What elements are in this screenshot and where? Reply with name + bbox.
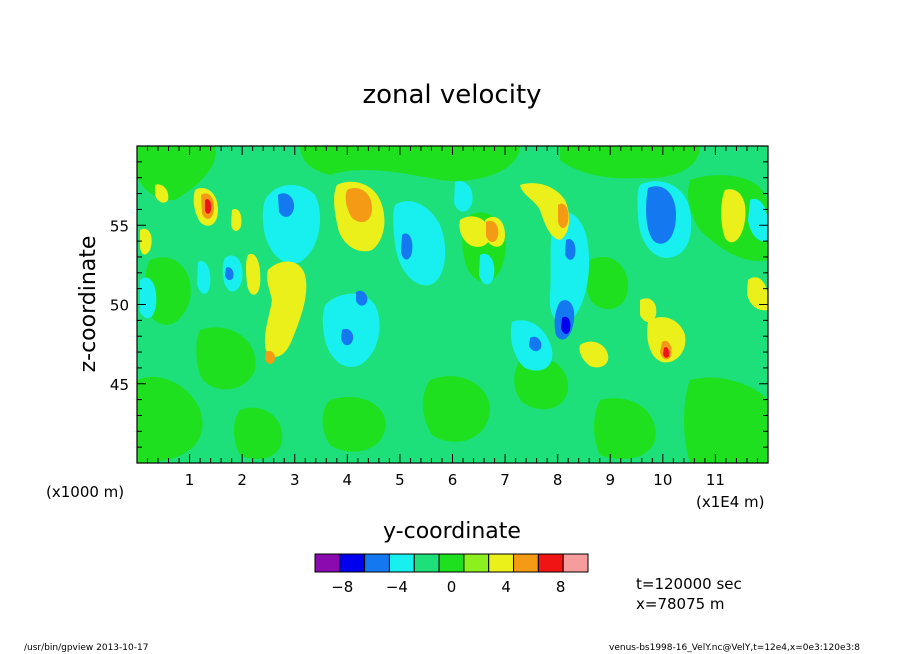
footer-left: /usr/bin/gpview 2013-10-17 [24, 643, 148, 653]
colorbar-swatch [364, 553, 390, 573]
y-tick-label: 50 [110, 297, 129, 315]
x-axis-label: y-coordinate [383, 519, 521, 544]
chart-title: zonal velocity [362, 80, 541, 110]
x-tick-label: 8 [553, 471, 563, 489]
y-tick-label: 55 [110, 217, 129, 235]
contour-field [137, 146, 768, 463]
colorbar-swatch [537, 553, 564, 573]
colorbar-tick-label: −4 [386, 578, 408, 596]
colorbar-tick-label: 4 [501, 578, 511, 596]
colorbar-tick-label: 8 [556, 578, 566, 596]
y-axis: 45 50 55 [110, 145, 768, 464]
y-scale-label: (x1000 m) [46, 483, 124, 501]
y-axis-label: z-coordinate [76, 236, 101, 373]
y-tick-label: 45 [110, 376, 129, 394]
colorbar-swatch [339, 553, 366, 573]
x-tick-label: 1 [185, 471, 195, 489]
colorbar-swatch [562, 553, 589, 573]
x-tick-label: 7 [500, 471, 510, 489]
colorbar-swatch [513, 553, 539, 573]
x-tick-label: 6 [448, 471, 458, 489]
position-annotation: x=78075 m [636, 595, 725, 613]
colorbar-swatch [413, 553, 440, 573]
x-tick-label: 2 [237, 471, 247, 489]
colorbar: −8 −4 0 4 8 [314, 553, 589, 596]
colorbar-swatch [438, 553, 465, 573]
colorbar-tick-label: 0 [447, 578, 457, 596]
colorbar-swatch [314, 553, 341, 573]
x-tick-label: 10 [653, 471, 672, 489]
x-tick-label: 9 [605, 471, 615, 489]
x-tick-label: 4 [343, 471, 353, 489]
footer-right: venus-bs1998-16_VelY.nc@VelY,t=12e4,x=0e… [609, 643, 860, 653]
x-tick-label: 5 [395, 471, 405, 489]
x-scale-label: (x1E4 m) [696, 493, 765, 511]
colorbar-swatch [463, 553, 490, 573]
colorbar-tick-label: −8 [331, 578, 353, 596]
contour-band-blue [561, 316, 571, 334]
x-axis: 1 2 3 4 5 6 7 8 9 10 11 [136, 146, 769, 489]
contour-band-red [205, 199, 670, 358]
x-tick-label: 3 [290, 471, 300, 489]
colorbar-swatch [388, 553, 415, 573]
colorbar-swatch [488, 553, 515, 573]
time-annotation: t=120000 sec [636, 575, 742, 593]
x-tick-label: 11 [706, 471, 725, 489]
